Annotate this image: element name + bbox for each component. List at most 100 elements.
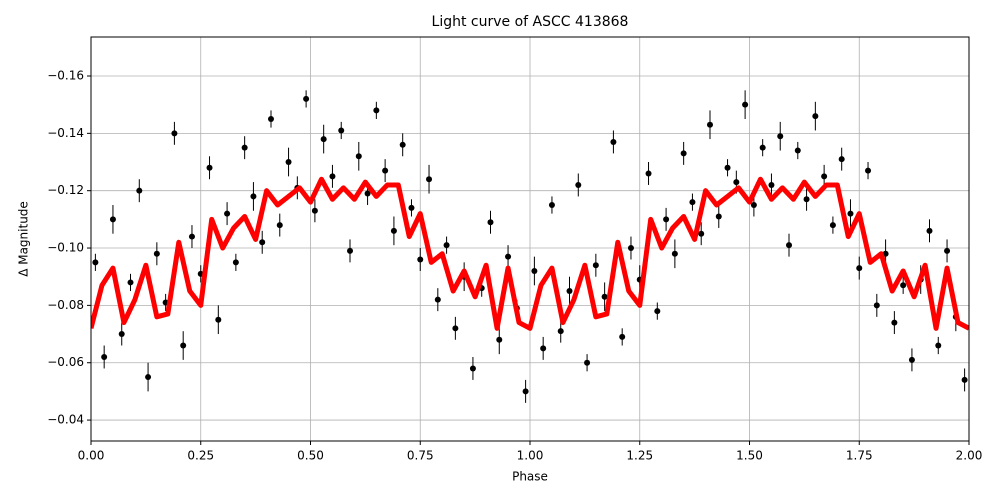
x-tick-label: 1.25 (626, 449, 653, 463)
data-point (276, 222, 283, 229)
data-point (443, 242, 450, 249)
data-point (390, 227, 397, 234)
model-line (91, 176, 969, 331)
y-tick-label: −0.12 (47, 183, 84, 197)
x-tick-label: 1.50 (736, 449, 763, 463)
data-point (627, 245, 634, 252)
data-point (180, 342, 187, 349)
data-point (566, 288, 573, 295)
data-point (829, 222, 836, 229)
data-point (935, 342, 942, 349)
data-point (329, 173, 336, 180)
data-point (417, 256, 424, 263)
data-point (715, 213, 722, 220)
data-point (303, 95, 310, 102)
data-point (136, 187, 143, 194)
data-point (496, 336, 503, 343)
data-point (548, 202, 555, 209)
data-point (584, 359, 591, 366)
data-point (794, 147, 801, 154)
y-tick-label: −0.14 (47, 126, 84, 140)
data-point (838, 156, 845, 163)
data-point (865, 167, 872, 174)
data-point (944, 247, 951, 254)
data-point (926, 227, 933, 234)
data-point (92, 259, 99, 266)
data-point (171, 130, 178, 137)
data-point (469, 365, 476, 372)
data-point (759, 144, 766, 151)
data-point (900, 282, 907, 289)
data-point (592, 262, 599, 269)
data-point (689, 199, 696, 206)
data-point (733, 179, 740, 186)
data-point (188, 233, 195, 240)
x-tick-label: 0.25 (187, 449, 214, 463)
x-tick-label: 0.50 (297, 449, 324, 463)
grid (90, 37, 970, 441)
data-point (347, 247, 354, 254)
data-point (961, 376, 968, 383)
data-point (803, 196, 810, 203)
y-tick-label: −0.06 (47, 355, 84, 369)
data-point (601, 293, 608, 300)
data-point (434, 296, 441, 303)
data-point (285, 159, 292, 166)
x-tick-label: 1.75 (846, 449, 873, 463)
data-point (575, 181, 582, 188)
data-point (215, 316, 222, 323)
data-point (338, 127, 345, 134)
data-point (856, 265, 863, 272)
x-tick-label: 2.00 (956, 449, 983, 463)
data-point (373, 107, 380, 114)
data-point (399, 141, 406, 148)
y-axis-label: Δ Magnitude (17, 201, 31, 277)
data-point (241, 144, 248, 151)
y-tick-label: −0.04 (47, 413, 84, 427)
data-point (452, 325, 459, 332)
data-point (118, 331, 125, 338)
plot-area (91, 90, 969, 403)
data-point (821, 173, 828, 180)
data-point (706, 121, 713, 128)
data-point (847, 210, 854, 217)
y-tick-label: −0.10 (47, 241, 84, 255)
data-point (505, 253, 512, 260)
data-point (487, 219, 494, 226)
data-point (680, 150, 687, 157)
data-point (101, 353, 108, 360)
data-point (426, 176, 433, 183)
data-point (355, 153, 362, 160)
data-point (557, 328, 564, 335)
data-point (645, 170, 652, 177)
data-point (777, 133, 784, 140)
data-point (145, 374, 152, 381)
data-point (232, 259, 239, 266)
data-point (522, 388, 529, 395)
x-tick-label: 1.00 (517, 449, 544, 463)
data-point (786, 242, 793, 249)
data-point (873, 302, 880, 309)
data-point (311, 207, 318, 214)
x-axis-label: Phase (512, 470, 548, 484)
data-point (908, 356, 915, 363)
data-point (109, 216, 116, 223)
x-tick-label: 0.75 (407, 449, 434, 463)
data-point (267, 116, 274, 123)
chart-title: Light curve of ASCC 413868 (432, 14, 629, 30)
data-point (320, 136, 327, 143)
y-tick-label: −0.16 (47, 68, 84, 82)
data-point (654, 308, 661, 315)
data-point (724, 164, 731, 171)
data-point (619, 333, 626, 340)
data-point (127, 279, 134, 286)
data-point (206, 164, 213, 171)
data-point (153, 250, 160, 257)
data-point (742, 101, 749, 108)
data-point (671, 250, 678, 257)
data-point (364, 190, 371, 197)
data-point (610, 138, 617, 145)
plot-frame (90, 36, 970, 442)
data-point (812, 113, 819, 120)
data-point (540, 345, 547, 352)
